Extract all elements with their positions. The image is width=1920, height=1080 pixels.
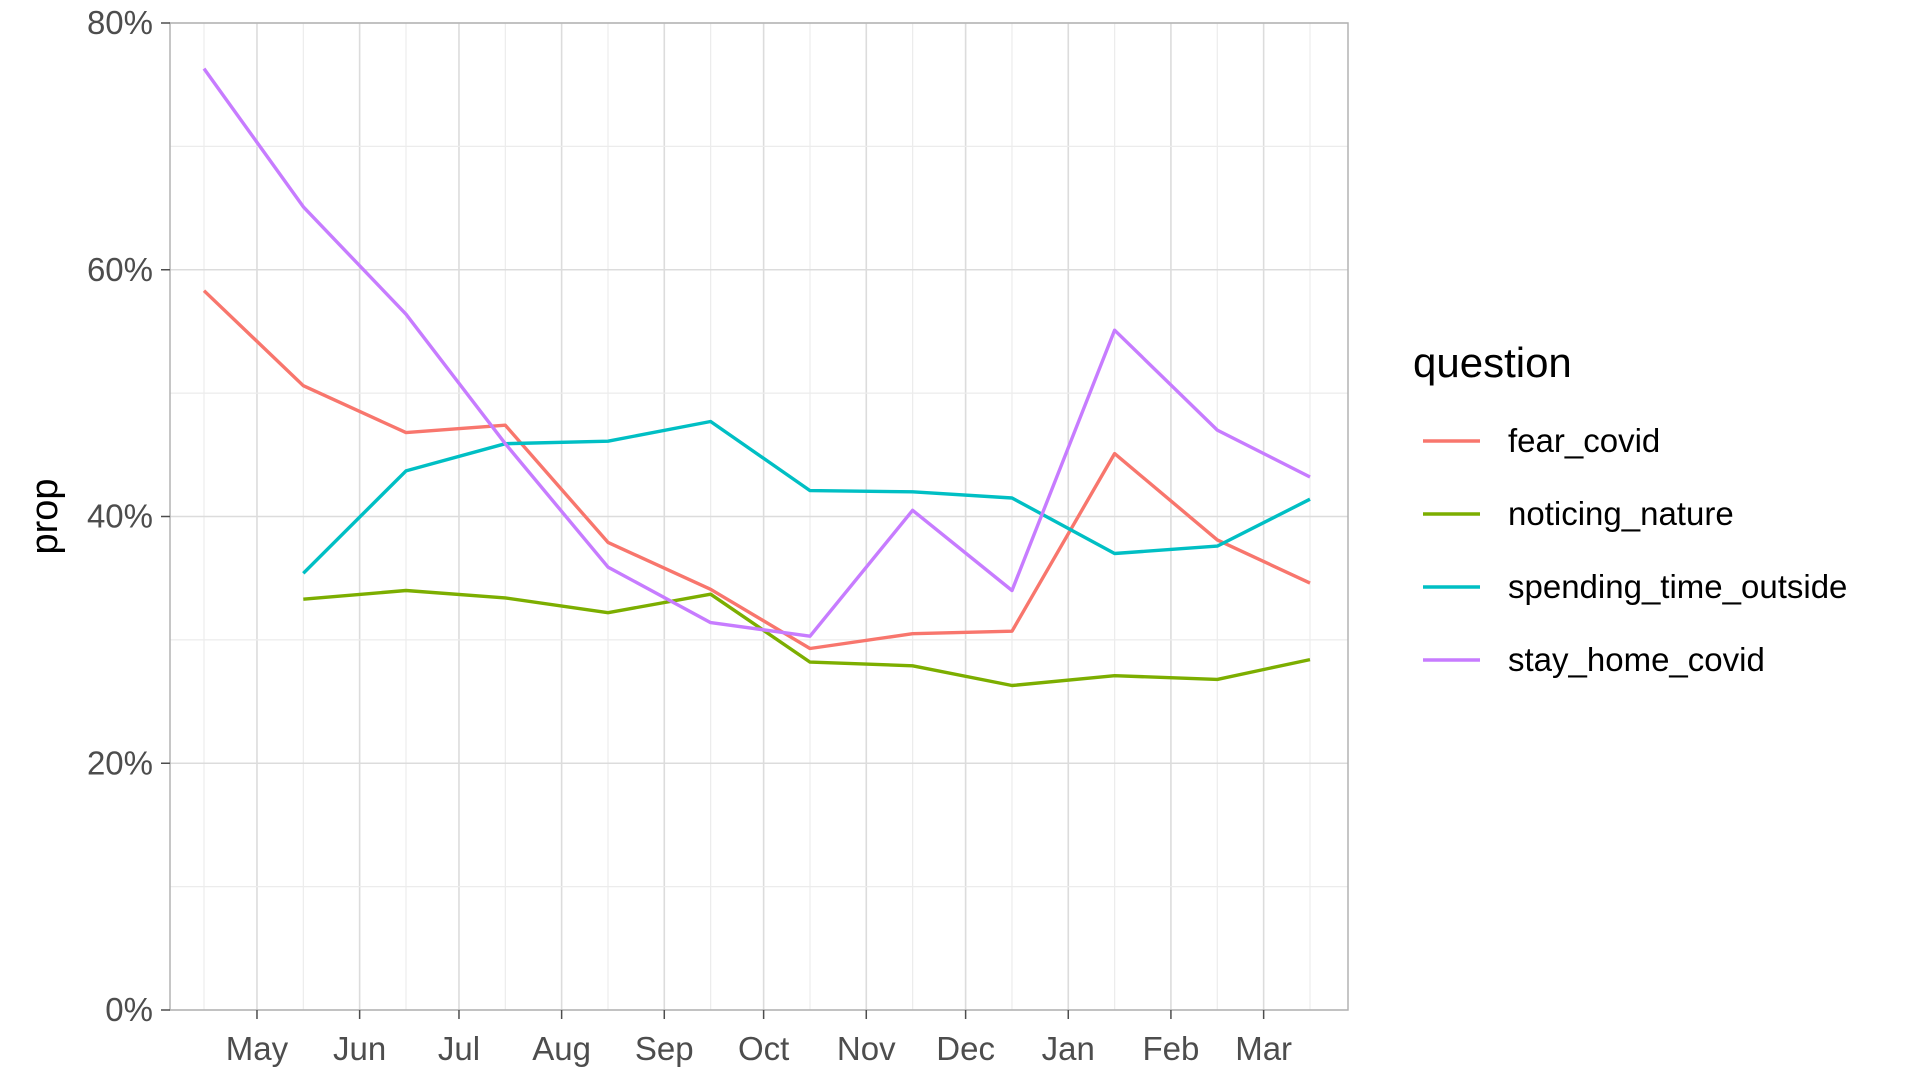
legend: question fear_covid noticing_naturespendi… [1413,339,1847,678]
x-tick-label: Jun [333,1030,386,1067]
x-tick-label: May [226,1030,289,1067]
series-line-noticing-nature [303,588,1311,688]
legend-label: fear_covid [1508,422,1660,459]
x-tick-label: Jan [1042,1030,1095,1067]
y-tick-label: 20% [87,744,153,781]
x-tick-label: Oct [738,1030,789,1067]
legend-label: spending_time_outside [1508,568,1847,605]
y-axis-title: prop [24,478,66,554]
x-tick-label: Aug [532,1030,591,1067]
x-tick-label: Dec [936,1030,995,1067]
y-tick-label: 40% [87,498,153,535]
x-tick-label: Nov [837,1030,896,1067]
series-line-spending-time-outside [302,419,1311,575]
y-tick-label: 60% [87,251,153,288]
series-line-fear-covid [202,289,1311,651]
legend-label: stay_home_covid [1508,641,1765,678]
x-tick-label: Feb [1142,1030,1199,1067]
series-lines [202,67,1311,688]
x-tick-label: Mar [1235,1030,1292,1067]
y-tick-label: 0% [105,991,153,1028]
legend-label: noticing_nature [1508,495,1734,532]
x-axis-tick-labels: May Jun Jul Aug Sep Oct Nov Dec Jan Feb Mar [226,1030,1292,1067]
x-tick-label: Sep [635,1030,694,1067]
legend-title: question [1413,339,1572,386]
series-line-stay-home-covid [202,67,1311,638]
axis-ticks [161,22,1265,1019]
x-tick-label: Jul [438,1030,480,1067]
legend-items: fear_covid noticing_nature spending_time_o… [1423,422,1847,678]
y-tick-label: 80% [87,4,153,41]
y-axis-tick-labels: 0% 20% 40% 60% 80% [87,4,153,1028]
